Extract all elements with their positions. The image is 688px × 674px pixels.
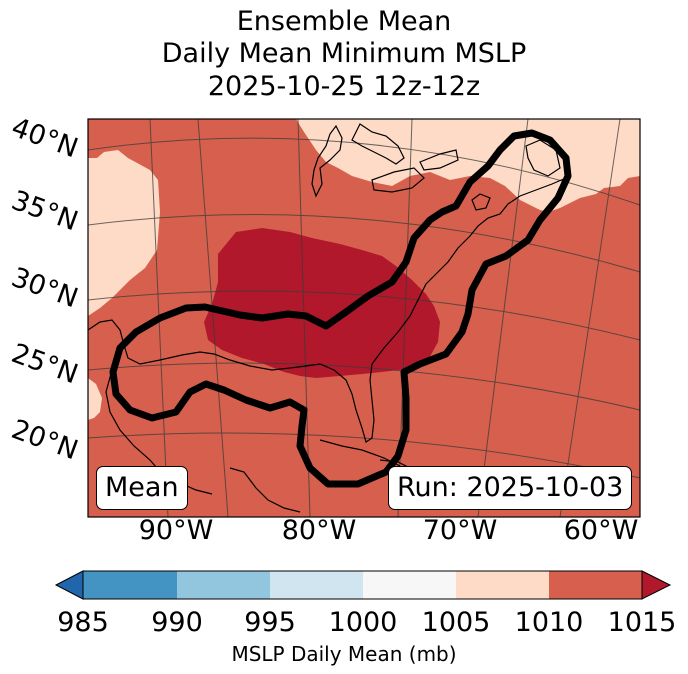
map-frame	[87, 118, 641, 518]
colorbar-label: MSLP Daily Mean (mb)	[231, 642, 457, 666]
colorbar-band-1010-1015	[549, 571, 642, 599]
colorbar-tick-1000: 1000	[328, 607, 398, 638]
colorbar-under-arrow	[54, 570, 84, 600]
colorbar-tick-1015: 1015	[607, 607, 677, 638]
colorbar-band-985-990	[83, 571, 177, 599]
colorbar	[54, 570, 672, 600]
colorbar-tick-1010: 1010	[514, 607, 584, 638]
lon-label-90w: 90°W	[138, 515, 214, 546]
mean-label-box: Mean	[96, 466, 188, 510]
title-line-2: Daily Mean Minimum MSLP	[161, 38, 527, 69]
colorbar-tick-985: 985	[57, 607, 109, 638]
colorbar-band-1005-1010	[456, 571, 549, 599]
colorbar-tick-1005: 1005	[421, 607, 491, 638]
mslp-contour-line	[109, 129, 572, 488]
light-field-west	[88, 150, 160, 316]
colorbar-band-1000-1005	[363, 571, 456, 599]
colorbar-band-995-1000	[270, 571, 363, 599]
colorbar-tick-995: 995	[244, 607, 296, 638]
dark-field-above-1015	[204, 228, 440, 378]
light-field-west-south	[88, 378, 102, 420]
lon-label-70w: 70°W	[422, 515, 498, 546]
colorbar-over-arrow	[641, 570, 672, 600]
lon-label-80w: 80°W	[281, 515, 357, 546]
colorbar-tick-990: 990	[151, 607, 203, 638]
title-line-3: 2025-10-25 12z-12z	[207, 71, 481, 102]
title-line-1: Ensemble Mean	[236, 6, 452, 37]
lon-label-60w: 60°W	[563, 515, 639, 546]
run-date-box: Run: 2025-10-03	[388, 466, 633, 510]
colorbar-band-990-995	[177, 571, 270, 599]
colorbar-frame	[82, 570, 643, 600]
